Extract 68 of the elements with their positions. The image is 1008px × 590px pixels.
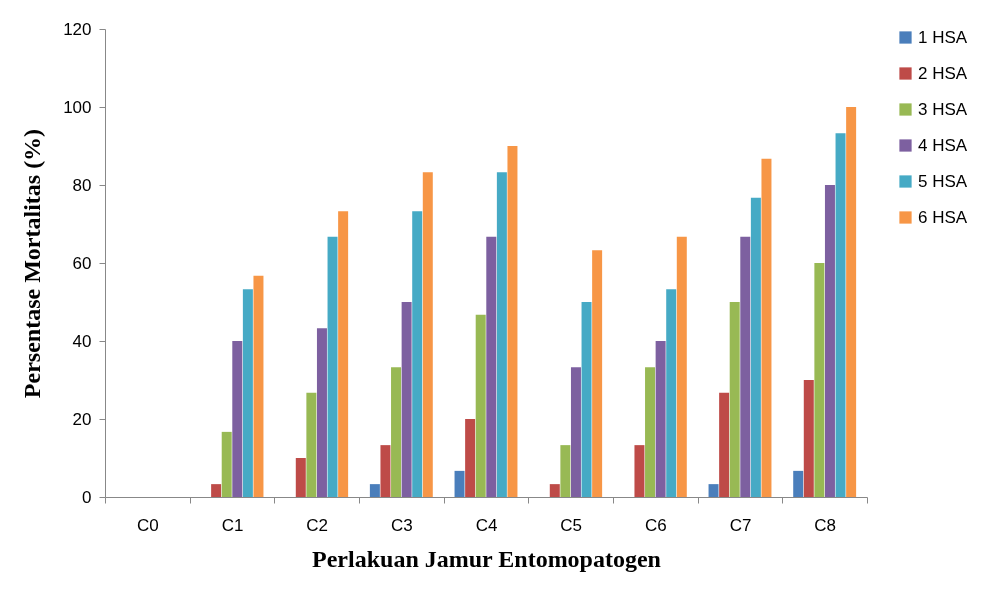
y-tick-label: 60 <box>72 253 92 273</box>
y-tick-label: 120 <box>63 19 92 39</box>
x-tick-label: C0 <box>136 515 159 535</box>
bar <box>221 431 232 497</box>
bar <box>740 236 751 497</box>
bar <box>306 392 317 497</box>
bar <box>708 484 719 497</box>
bar <box>295 458 306 497</box>
bar <box>793 470 804 497</box>
legend-label: 6 HSA <box>918 207 968 227</box>
bar <box>380 445 391 497</box>
bar <box>338 211 349 497</box>
bar <box>824 185 835 497</box>
legend-label: 2 HSA <box>918 63 968 83</box>
x-tick-label: C6 <box>644 515 667 535</box>
x-tick-label: C2 <box>306 515 329 535</box>
x-axis-title: Perlakuan Jamur Entomopatogen <box>312 545 661 572</box>
bar <box>242 289 253 497</box>
bar <box>666 289 677 497</box>
bar <box>412 211 423 497</box>
legend-label: 4 HSA <box>918 135 968 155</box>
x-tick-label: C5 <box>560 515 583 535</box>
bar <box>496 172 507 497</box>
y-axis-title: Persentase Mortalitas (%) <box>19 128 46 399</box>
x-tick-label: C7 <box>729 515 752 535</box>
y-tick-label: 0 <box>82 487 92 507</box>
bar <box>465 419 476 497</box>
bar <box>486 236 497 497</box>
bar <box>422 172 433 497</box>
bar <box>391 367 402 497</box>
legend-label: 3 HSA <box>918 99 968 119</box>
bar <box>761 158 772 497</box>
bar <box>645 367 656 497</box>
bar <box>327 236 338 497</box>
bar <box>570 367 581 497</box>
y-tick-label: 80 <box>72 175 92 195</box>
bar <box>369 484 380 497</box>
bar <box>676 236 687 497</box>
bar <box>211 484 222 497</box>
bar <box>401 302 412 497</box>
bar <box>750 197 761 497</box>
bar <box>253 275 264 497</box>
bar <box>232 341 243 497</box>
bar <box>835 133 846 497</box>
legend-label: 1 HSA <box>918 27 968 47</box>
x-tick-label: C3 <box>390 515 413 535</box>
bar <box>719 392 730 497</box>
bar <box>846 107 857 497</box>
y-tick-label: 40 <box>72 331 92 351</box>
bar <box>729 302 740 497</box>
x-tick-label: C8 <box>814 515 837 535</box>
bar <box>549 484 560 497</box>
bar <box>454 470 465 497</box>
bar <box>803 380 814 497</box>
bar <box>507 146 518 497</box>
bar <box>581 302 592 497</box>
bar <box>634 445 645 497</box>
bar <box>814 263 825 497</box>
bar <box>475 314 486 497</box>
y-tick-label: 20 <box>72 409 92 429</box>
x-tick-label: C1 <box>221 515 244 535</box>
legend-label: 5 HSA <box>918 171 968 191</box>
x-tick-label: C4 <box>475 515 498 535</box>
bar <box>592 250 603 497</box>
y-tick-label: 100 <box>63 97 92 117</box>
bar <box>560 445 571 497</box>
bar <box>316 328 327 497</box>
bar <box>655 341 666 497</box>
